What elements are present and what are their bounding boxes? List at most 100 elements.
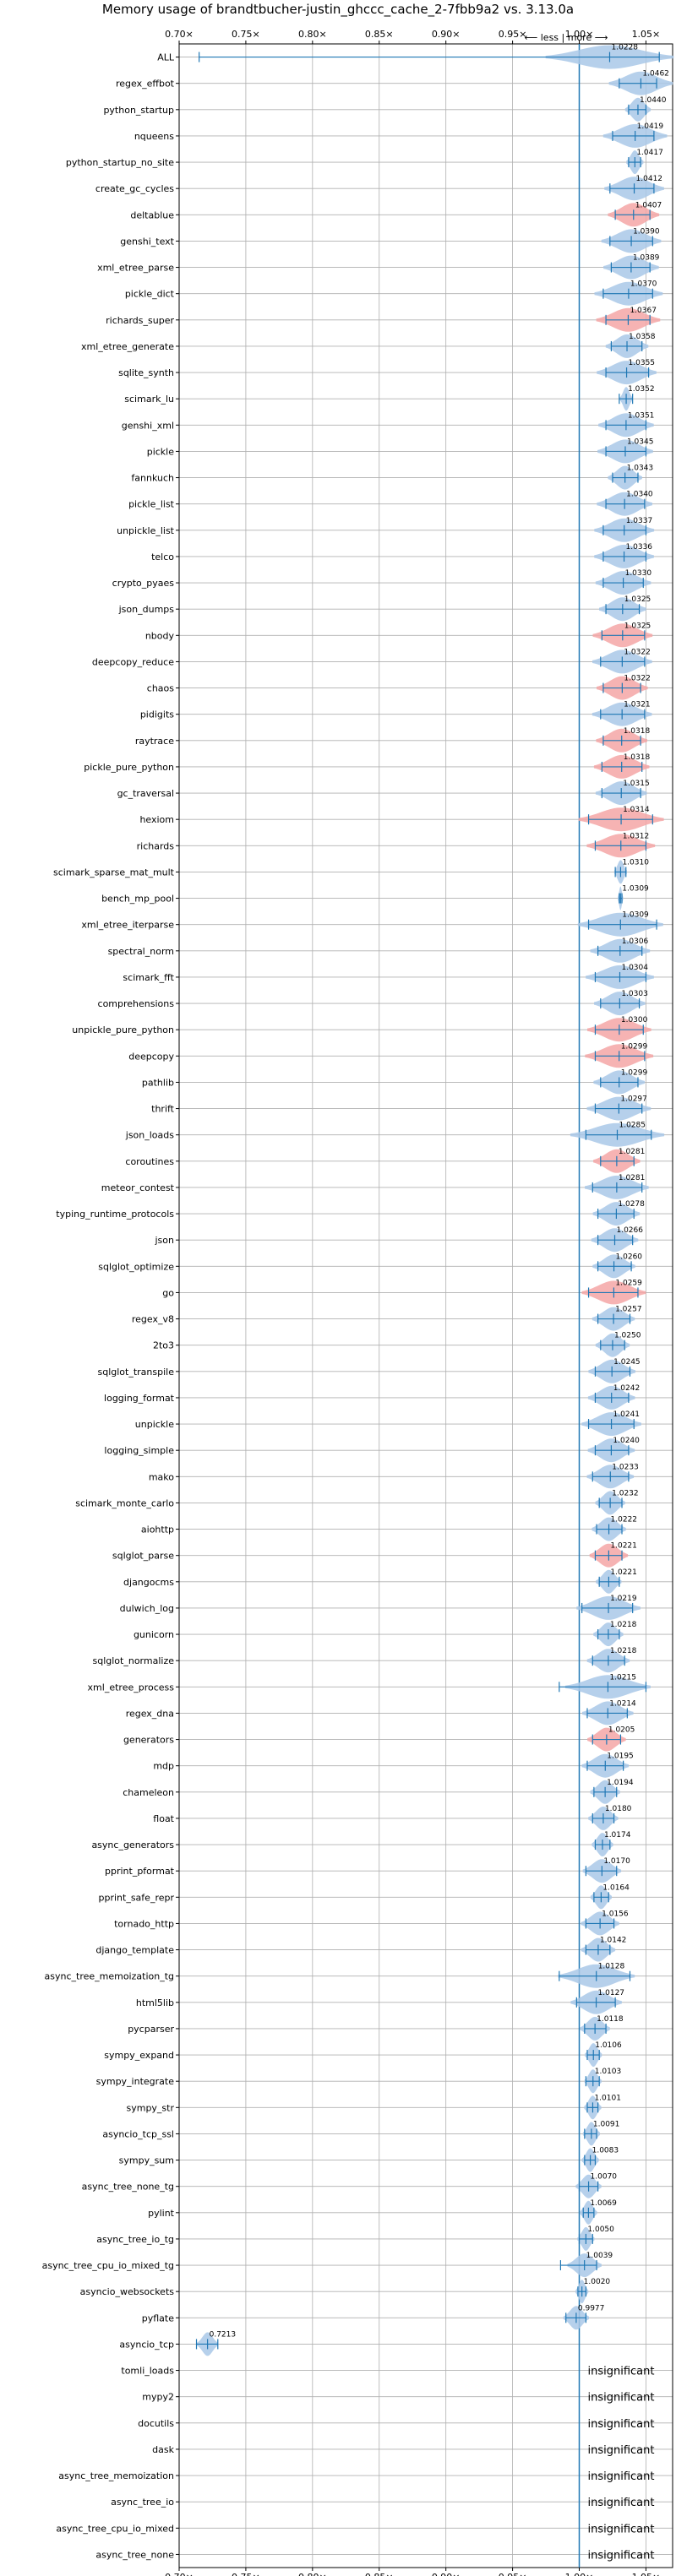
value-label: 1.0340	[626, 491, 653, 499]
category-label: deepcopy_reduce	[92, 656, 174, 667]
value-label: 1.0222	[611, 1516, 638, 1524]
direction-label: ⟵ less | more ⟶	[524, 32, 608, 43]
value-label: 1.0389	[633, 254, 660, 263]
category-label: async_tree_memoization	[58, 2470, 174, 2481]
category-label: pathlib	[142, 1077, 174, 1088]
value-label: 1.0266	[616, 1226, 643, 1235]
category-label: mdp	[153, 1761, 174, 1772]
value-label: 1.0330	[625, 569, 652, 578]
insignificant-label: insignificant	[588, 2497, 655, 2509]
value-label: 1.0128	[598, 1963, 625, 1971]
category-label: meteor_contest	[101, 1182, 175, 1193]
category-label: async_tree_io	[111, 2497, 174, 2508]
category-label: xml_etree_parse	[97, 263, 174, 274]
value-label: 1.0070	[591, 2173, 618, 2182]
value-label: 1.0419	[637, 122, 664, 131]
category-label: nqueens	[134, 131, 174, 142]
value-label: 1.0069	[590, 2199, 617, 2208]
value-label: 1.0020	[584, 2278, 611, 2286]
value-label: 1.0352	[628, 385, 655, 394]
category-label: unpickle_pure_python	[72, 1024, 174, 1035]
category-label: sqlglot_transpile	[98, 1367, 175, 1378]
value-label: 1.0242	[613, 1384, 641, 1393]
category-label: genshi_text	[120, 236, 174, 247]
value-label: 1.0309	[622, 885, 649, 894]
value-label: 1.0281	[619, 1148, 646, 1156]
category-label: scimark_lu	[124, 394, 174, 405]
tick-label-bottom: 0.90×	[432, 2572, 461, 2576]
category-label: logging_format	[104, 1393, 175, 1404]
value-label: 1.0194	[607, 1779, 634, 1787]
category-label: pprint_safe_repr	[99, 1892, 175, 1903]
insignificant-label: insignificant	[588, 2470, 655, 2483]
category-label: 2to3	[153, 1340, 174, 1351]
category-label: tornado_http	[114, 1918, 174, 1929]
tick-label-top: 0.75×	[232, 29, 260, 40]
category-label: sqlite_synth	[118, 367, 174, 378]
category-label: asyncio_tcp_ssl	[102, 2128, 174, 2139]
value-label: 1.0127	[598, 1989, 625, 1997]
value-label: 1.0312	[623, 832, 650, 840]
value-label: 1.0322	[624, 648, 651, 656]
category-label: json_loads	[125, 1130, 174, 1141]
category-label: bench_mp_pool	[101, 894, 174, 905]
value-label: 1.0245	[613, 1358, 641, 1367]
tick-label-bottom: 1.05×	[632, 2572, 661, 2576]
category-label: dask	[152, 2444, 174, 2455]
category-label: thrift	[151, 1104, 175, 1115]
category-label: deltablue	[130, 209, 174, 220]
value-label: 1.0218	[610, 1647, 637, 1655]
value-label: 1.0156	[602, 1910, 629, 1918]
category-label: async_tree_io_tg	[96, 2234, 174, 2245]
insignificant-label: insignificant	[588, 2549, 655, 2562]
value-label: 1.0259	[615, 1279, 642, 1287]
value-label: 1.0164	[602, 1883, 630, 1892]
value-label: 1.0101	[594, 2094, 621, 2102]
tick-label-top: 0.80×	[298, 29, 327, 40]
category-label: comprehensions	[98, 998, 175, 1009]
category-label: html5lib	[136, 1997, 174, 2008]
value-label: 1.0170	[603, 1857, 630, 1866]
value-label: 1.0281	[619, 1174, 646, 1182]
insignificant-label: insignificant	[588, 2418, 655, 2431]
value-label: 1.0221	[610, 1568, 637, 1577]
value-label: 1.0174	[604, 1831, 631, 1840]
category-label: asyncio_tcp	[119, 2339, 174, 2350]
value-label: 1.0297	[620, 1095, 647, 1104]
value-label: 1.0343	[627, 465, 654, 473]
category-label: pickle_pure_python	[84, 762, 174, 773]
category-label: aiohttp	[141, 1524, 174, 1535]
category-label: json	[155, 1235, 175, 1246]
value-label: 1.0083	[592, 2147, 619, 2155]
insignificant-label: insignificant	[588, 2444, 655, 2457]
category-label: sqlglot_parse	[112, 1551, 174, 1562]
value-label: 1.0318	[624, 753, 651, 762]
value-label: 1.0228	[612, 44, 639, 52]
category-label: crypto_pyaes	[112, 578, 175, 589]
category-label: spectral_norm	[108, 946, 174, 957]
category-label: mako	[149, 1471, 174, 1482]
category-label: pickle_dict	[125, 289, 175, 300]
category-label: deepcopy	[128, 1051, 174, 1062]
value-label: 1.0257	[615, 1306, 642, 1314]
value-label: 1.0337	[626, 517, 653, 525]
value-label: 1.0118	[597, 2015, 624, 2024]
category-label: sqlglot_normalize	[93, 1655, 175, 1666]
value-label: 1.0221	[610, 1542, 637, 1551]
value-label: 1.0278	[618, 1200, 645, 1209]
tick-label-top: 0.90×	[432, 29, 461, 40]
category-label: float	[153, 1813, 174, 1824]
value-label: 1.0367	[630, 307, 657, 315]
category-label: sqlglot_optimize	[98, 1261, 174, 1272]
value-label: 1.0322	[624, 675, 651, 683]
category-label: async_tree_cpu_io_mixed	[56, 2523, 174, 2534]
category-label: scimark_fft	[123, 972, 174, 983]
tick-label-top: 0.95×	[499, 29, 527, 40]
category-label: hexiom	[139, 814, 174, 825]
value-label: 1.0390	[633, 227, 660, 236]
value-label: 1.0462	[642, 70, 669, 79]
category-label: generators	[123, 1735, 174, 1746]
category-label: json_dumps	[118, 604, 175, 615]
